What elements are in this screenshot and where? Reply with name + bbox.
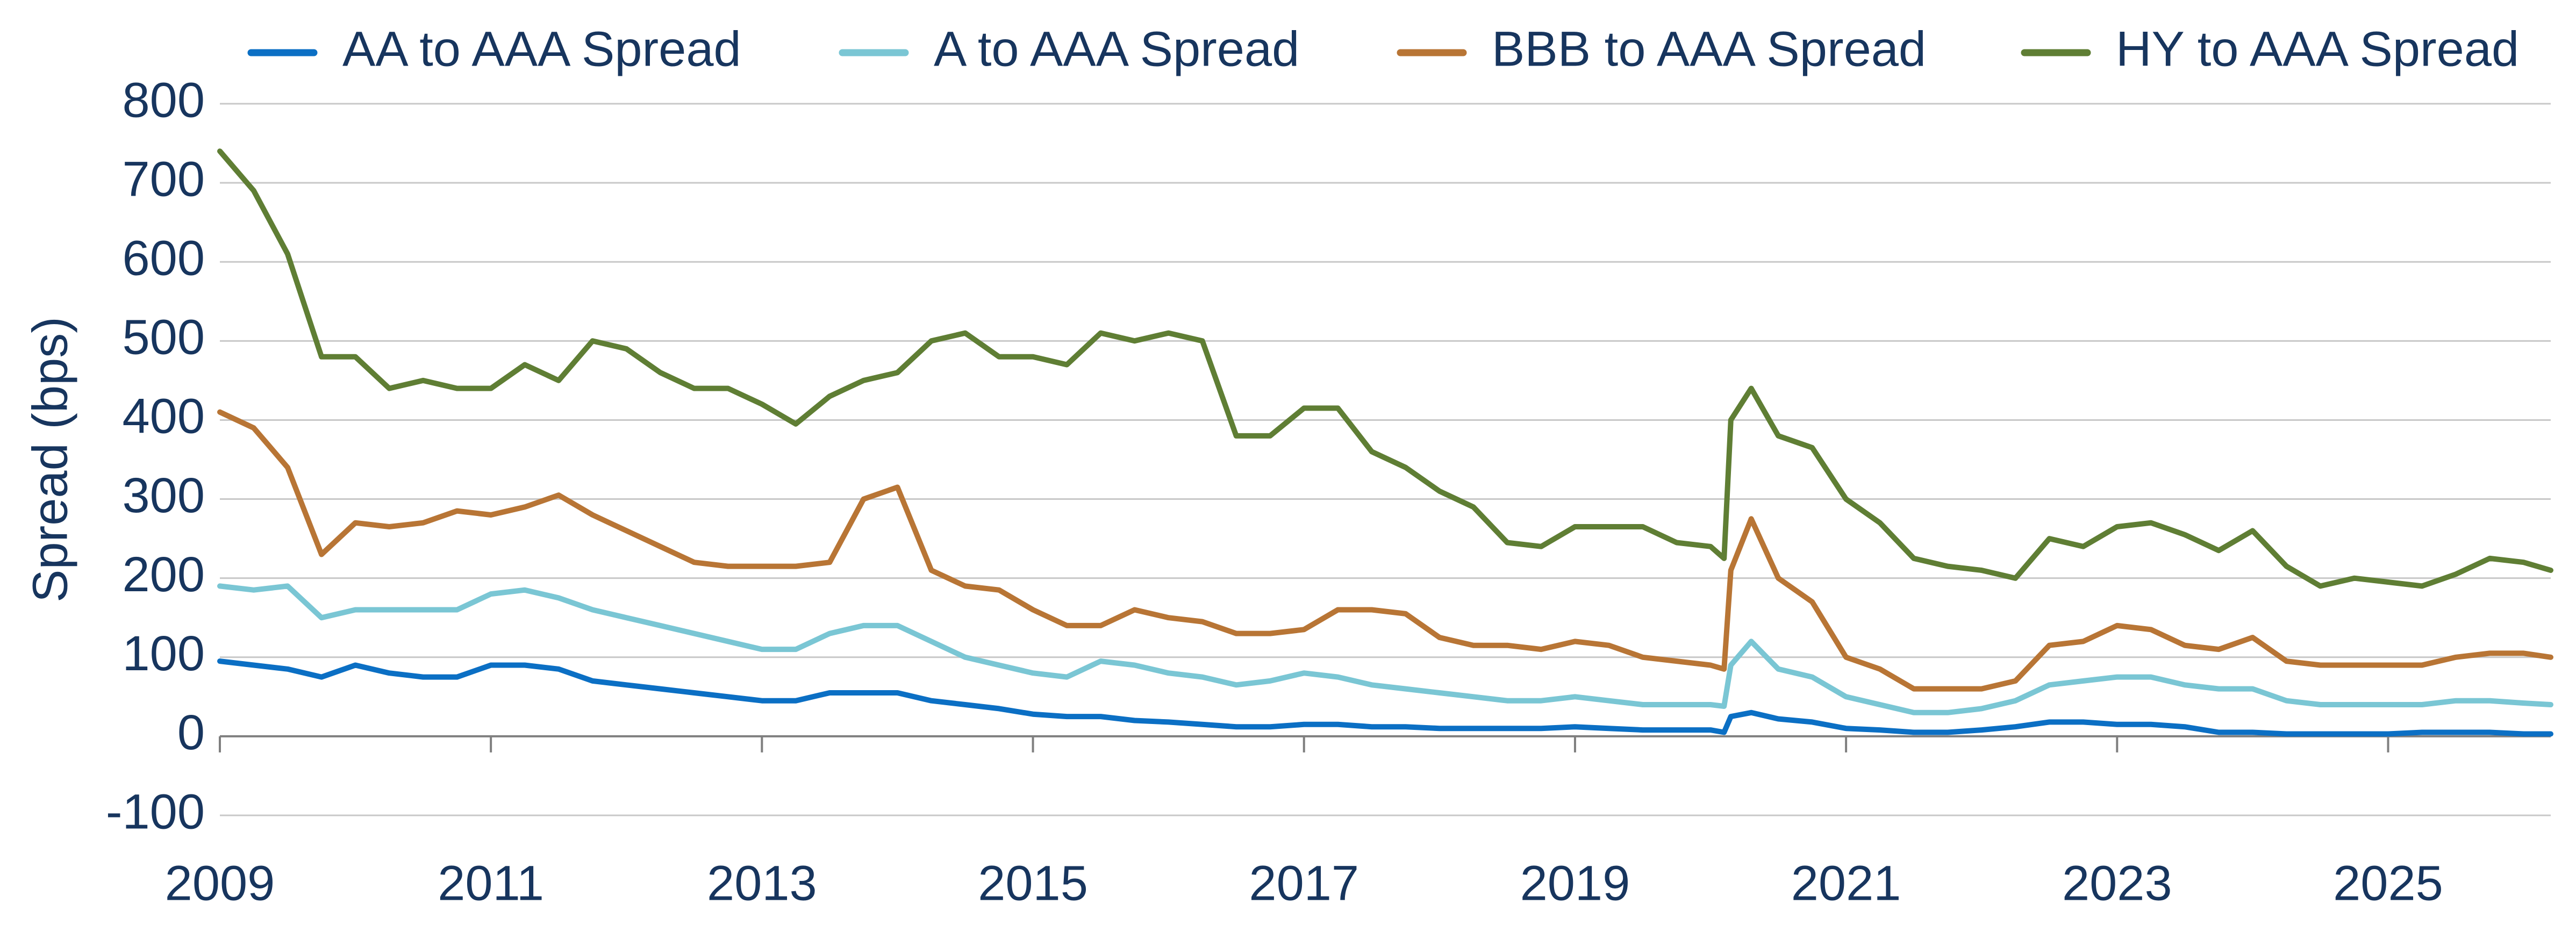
y-tick-label: 0 bbox=[177, 705, 205, 760]
x-tick-label: 2021 bbox=[1791, 856, 1901, 911]
y-tick-label: 700 bbox=[123, 152, 205, 206]
x-tick-label: 2013 bbox=[707, 856, 817, 911]
y-tick-label: 300 bbox=[123, 468, 205, 523]
y-tick-label: 800 bbox=[123, 73, 205, 127]
x-tick-label: 2019 bbox=[1520, 856, 1630, 911]
series-line bbox=[217, 658, 2553, 737]
legend-label: HY to AAA Spread bbox=[2116, 21, 2519, 76]
y-tick-label: 600 bbox=[123, 231, 205, 286]
x-tick-label: 2017 bbox=[1249, 856, 1359, 911]
x-tick-label: 2023 bbox=[2062, 856, 2172, 911]
x-tick-label: 2009 bbox=[165, 856, 275, 911]
y-tick-label: 500 bbox=[123, 310, 205, 365]
y-tick-label: 100 bbox=[123, 626, 205, 681]
y-tick-label: 400 bbox=[123, 389, 205, 444]
legend-label: AA to AAA Spread bbox=[342, 21, 741, 76]
legend-label: BBB to AAA Spread bbox=[1492, 21, 1926, 76]
x-tick-label: 2025 bbox=[2333, 856, 2443, 911]
x-tick-label: 2015 bbox=[978, 856, 1088, 911]
y-tick-label: 200 bbox=[123, 547, 205, 602]
x-tick-label: 2011 bbox=[438, 856, 544, 911]
series-line bbox=[217, 148, 2553, 589]
y-axis-title: Spread (bps) bbox=[23, 317, 77, 603]
series-line bbox=[217, 583, 2553, 715]
series-line bbox=[217, 409, 2553, 692]
legend-label: A to AAA Spread bbox=[934, 21, 1299, 76]
y-tick-label: -100 bbox=[106, 784, 205, 839]
